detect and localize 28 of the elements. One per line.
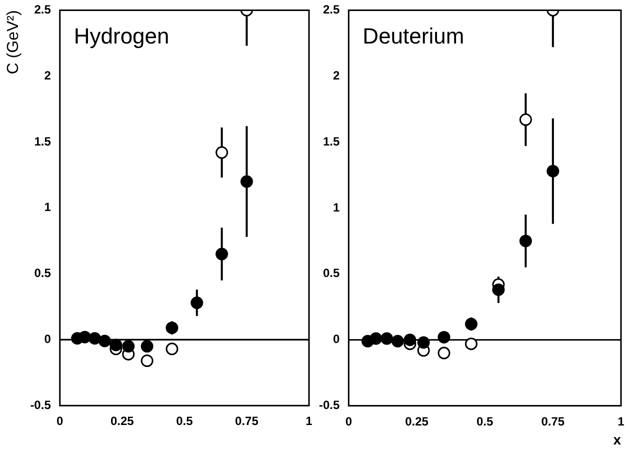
y-tick-label: -0.5 bbox=[318, 398, 340, 412]
y-tick-label: 1 bbox=[44, 200, 52, 214]
y-tick-label: 2 bbox=[44, 68, 52, 82]
y-tick-label: 0.5 bbox=[34, 266, 52, 280]
x-tick-label: 0 bbox=[56, 414, 64, 428]
text: Hydrogen bbox=[74, 23, 170, 48]
y-tick-label: 1 bbox=[332, 200, 340, 214]
y-tick-label: 0 bbox=[44, 332, 52, 346]
y-tick-label: 0.5 bbox=[322, 266, 340, 280]
x-tick-label: 0.75 bbox=[541, 414, 565, 428]
y-tick-label: 1.5 bbox=[34, 134, 52, 148]
y-tick-label: 2.5 bbox=[322, 2, 340, 17]
x-tick-label: 0 bbox=[345, 414, 352, 428]
x-tick-label: 0.25 bbox=[405, 414, 429, 428]
y-tick-label: 0 bbox=[332, 332, 340, 346]
x-tick-label: 0.5 bbox=[176, 414, 194, 428]
y-tick-label: 2.5 bbox=[34, 2, 52, 17]
y-tick-label: 2 bbox=[332, 68, 340, 82]
x-tick-label: 0.75 bbox=[235, 414, 259, 428]
x-axis-title: x bbox=[613, 431, 622, 448]
x-tick-label: 1 bbox=[618, 414, 625, 428]
y-axis-title: C (GeV²) bbox=[5, 10, 22, 74]
x-tick-label: 0.25 bbox=[110, 414, 134, 428]
x-tick-label: 0.5 bbox=[476, 414, 494, 428]
y-tick-label: -0.5 bbox=[30, 398, 52, 412]
y-tick-label: 1.5 bbox=[322, 134, 340, 148]
text: Deuterium bbox=[362, 23, 464, 48]
x-tick-label: 1 bbox=[306, 414, 313, 428]
